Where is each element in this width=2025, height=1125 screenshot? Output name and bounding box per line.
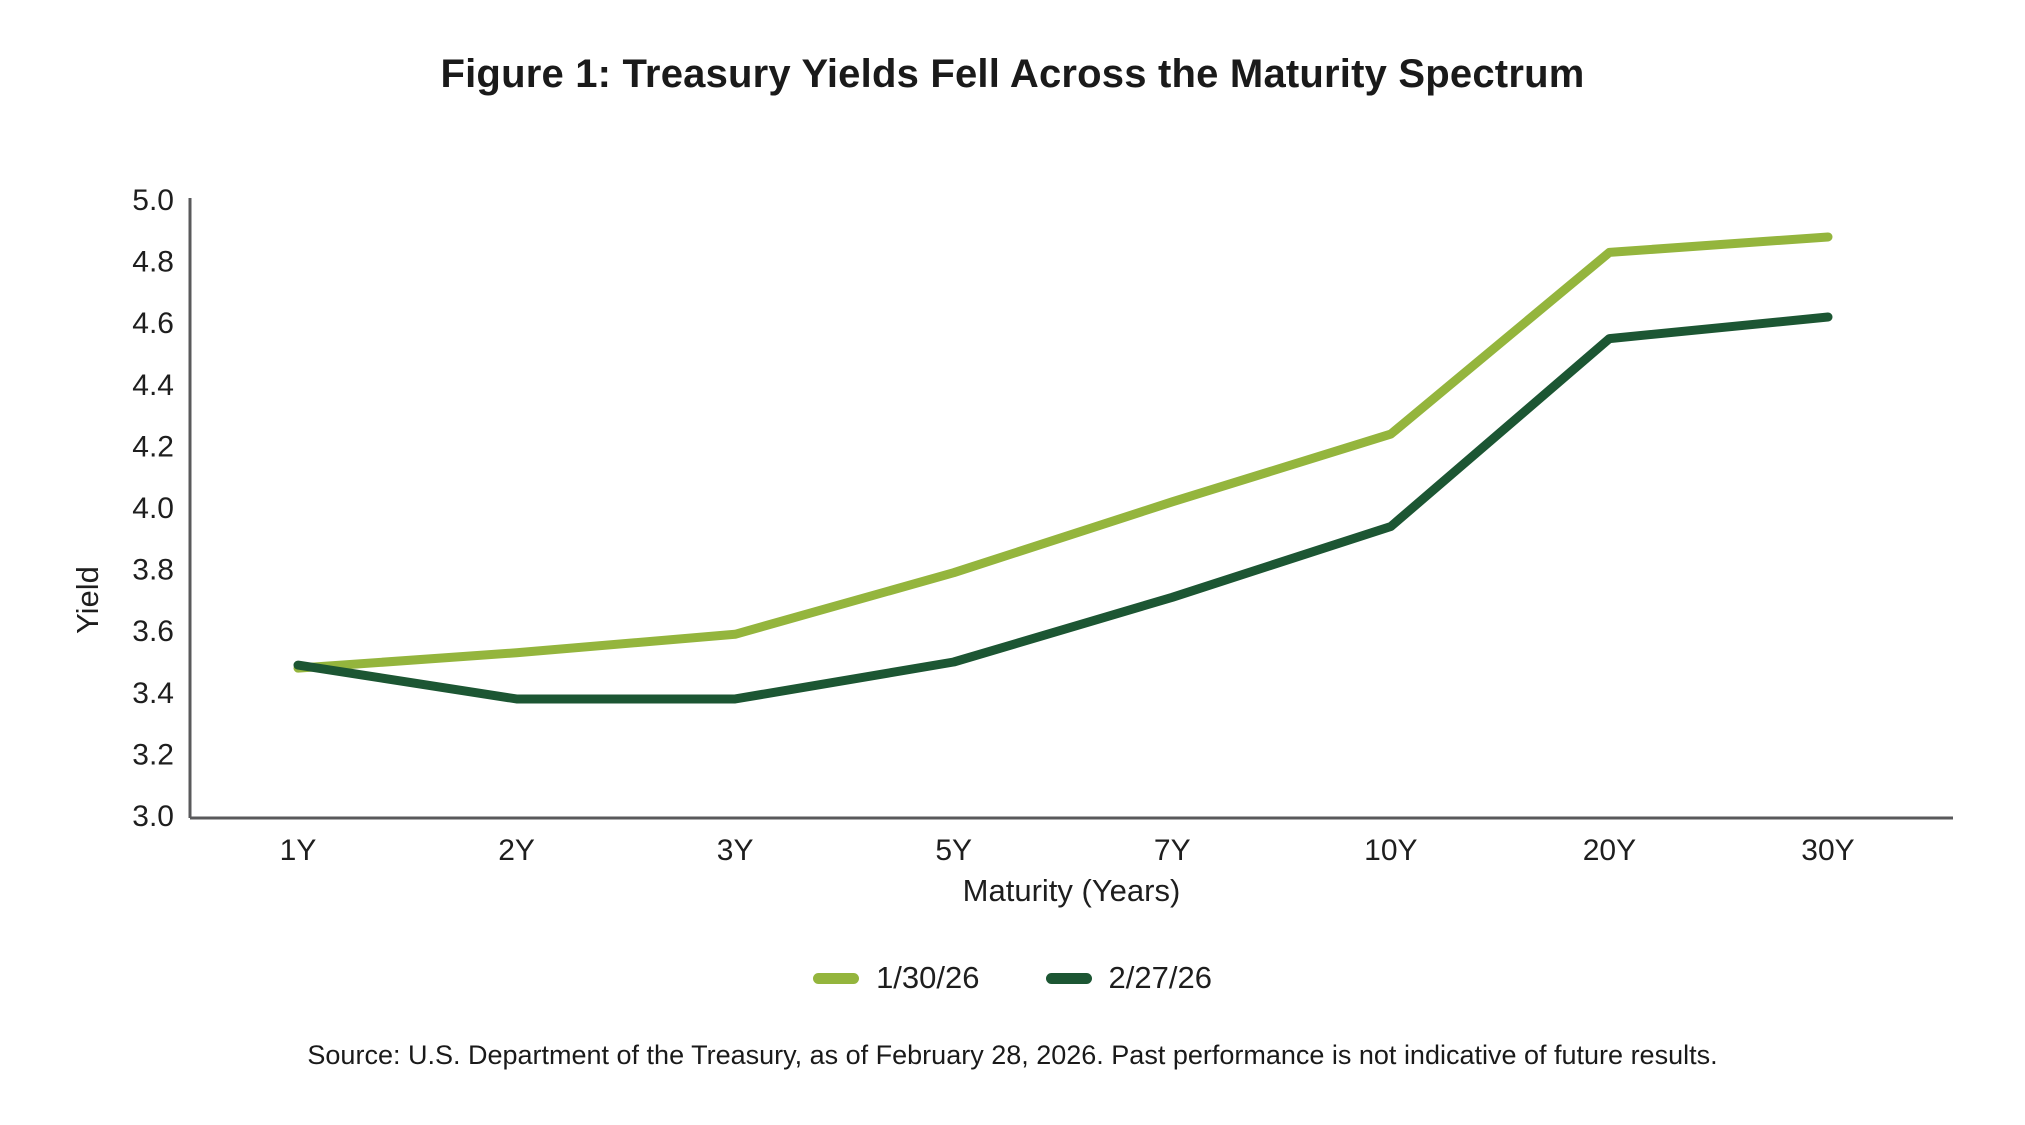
- series-line-2: [293, 312, 1833, 704]
- legend: 1/30/26 2/27/26: [0, 955, 2025, 1001]
- legend-item-series1: 1/30/26: [813, 960, 980, 996]
- legend-swatch-series2: [1045, 972, 1092, 984]
- x-tick-label: 30Y: [1801, 834, 1854, 867]
- y-tick-label: 4.8: [132, 246, 174, 279]
- x-axis-title: Maturity (Years): [962, 873, 1181, 908]
- y-axis-title: Yield: [70, 566, 105, 634]
- y-tick-label: 4.4: [132, 369, 174, 402]
- x-tick-label: 1Y: [280, 834, 317, 867]
- x-tick-label: 3Y: [717, 834, 754, 867]
- y-tick-label: 3.4: [132, 677, 174, 710]
- x-tick-label: 5Y: [935, 834, 972, 867]
- x-tick-label: 7Y: [1154, 834, 1191, 867]
- x-tick-label: 10Y: [1364, 834, 1417, 867]
- chart-title: Figure 1: Treasury Yields Fell Across th…: [440, 52, 1585, 96]
- y-tick-label: 4.0: [132, 492, 174, 525]
- y-tick-label: 3.0: [132, 800, 174, 833]
- y-tick-label: 4.6: [132, 307, 174, 340]
- legend-item-series2: 2/27/26: [1045, 960, 1212, 996]
- x-tick-label: 20Y: [1583, 834, 1636, 867]
- series-line-1: [293, 232, 1833, 673]
- y-tick-label: 4.2: [132, 430, 174, 463]
- legend-label-series1: 1/30/26: [876, 960, 980, 995]
- y-tick-label: 3.2: [132, 738, 174, 771]
- legend-swatch-series1: [813, 972, 860, 984]
- x-tick-label: 2Y: [498, 834, 535, 867]
- plot-area: 5.0 4.8 4.6 4.4 4.2 4.0 3.8 3.6 3.4 3.2 3.0 1Y 2Y 3Y 5…: [132, 184, 1953, 867]
- y-tick-label: 3.8: [132, 554, 174, 587]
- y-tick-label: 5.0: [132, 184, 174, 217]
- legend-label-series2: 2/27/26: [1108, 960, 1212, 995]
- source-note: Source: U.S. Department of the Treasury,…: [307, 1040, 1718, 1070]
- y-tick-label: 3.6: [132, 615, 174, 648]
